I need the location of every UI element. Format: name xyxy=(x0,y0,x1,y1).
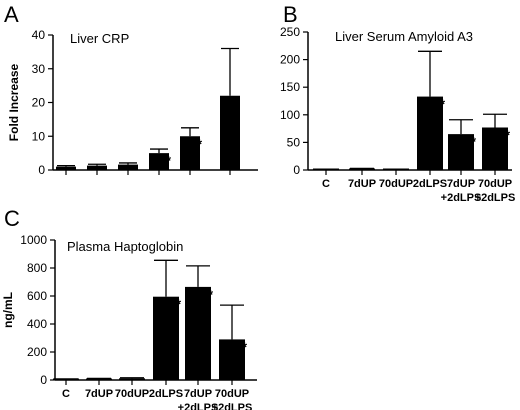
bar xyxy=(220,95,240,170)
x-tick-label-line: 2dLPS xyxy=(149,388,183,400)
bar xyxy=(56,166,76,170)
significance-star: * xyxy=(242,339,248,354)
x-tick-label-line: 7dUP xyxy=(85,388,113,400)
bar xyxy=(185,286,211,380)
x-tick-label: C xyxy=(322,178,330,190)
x-tick-label: 2dLPS xyxy=(149,388,183,400)
y-tick-label: 0 xyxy=(40,373,47,387)
x-tick-label: 7dUP +2dLPS xyxy=(441,178,482,204)
chart-title: Liver CRP xyxy=(70,31,129,46)
bar xyxy=(219,339,245,380)
x-tick-label-line: 70dUP xyxy=(379,178,413,190)
bar xyxy=(482,127,508,170)
y-tick-label: 150 xyxy=(280,80,300,94)
significance-star: * xyxy=(505,127,511,142)
significance-star: * xyxy=(166,153,172,168)
bar xyxy=(448,134,474,170)
x-tick-label-line: 70dUP xyxy=(478,178,512,190)
y-tick-label: 0 xyxy=(293,163,300,177)
x-tick-label: 70dUP xyxy=(379,178,413,190)
significance-star: * xyxy=(208,287,214,302)
x-tick-label: 70dUP xyxy=(115,388,149,400)
bar xyxy=(180,136,200,170)
y-tick-label: 600 xyxy=(27,289,47,303)
chart-title: Liver Serum Amyloid A3 xyxy=(335,29,473,44)
chart-panel-b: B Liver Serum Amyloid A3 0 50 100 150 200 250 C 7… xyxy=(280,2,515,204)
y-tick-label: 40 xyxy=(32,28,46,42)
y-tick-label: 0 xyxy=(38,163,45,177)
panel-letter: B xyxy=(283,2,298,27)
significance-star: * xyxy=(471,134,477,149)
y-tick-label: 250 xyxy=(280,25,300,39)
x-tick-label: 2dLPS xyxy=(413,178,447,190)
x-tick-label-line: C xyxy=(322,178,330,190)
bar xyxy=(153,296,179,380)
x-tick-label-line: 70dUP xyxy=(115,388,149,400)
panel-letter: A xyxy=(4,2,19,27)
y-tick-label: 10 xyxy=(32,129,46,143)
y-tick-label: 200 xyxy=(27,345,47,359)
x-tick-label-line: 7dUP xyxy=(348,178,376,190)
y-tick-label: 400 xyxy=(27,317,47,331)
bar xyxy=(417,96,443,170)
significance-star: * xyxy=(197,136,203,151)
y-axis-label: Fold Increase xyxy=(7,64,21,142)
x-tick-label: 7dUP +2dLPS xyxy=(178,388,219,410)
x-tick-label-line: +2dLPS xyxy=(178,402,219,410)
y-tick-label: 50 xyxy=(287,135,301,149)
x-tick-label-line: C xyxy=(62,388,70,400)
x-tick-label-line: 7dUP xyxy=(447,178,475,190)
bar xyxy=(119,378,145,380)
x-tick-label: 7dUP xyxy=(348,178,376,190)
x-tick-label-line: 7dUP xyxy=(184,388,212,400)
x-tick-label: 70dUP +2dLPS xyxy=(475,178,516,204)
y-tick-label: 1000 xyxy=(20,233,47,247)
chart-panel-c: C Plasma Haptoglobin 0 200 400 600 800 1000 ng/m… xyxy=(1,206,257,410)
y-tick-label: 20 xyxy=(32,96,46,110)
panel-letter: C xyxy=(4,206,20,231)
chart-title: Plasma Haptoglobin xyxy=(67,239,183,254)
significance-star: * xyxy=(176,297,182,312)
x-tick-label-line: +2dLPS xyxy=(212,402,253,410)
y-tick-label: 30 xyxy=(32,62,46,76)
significance-star: * xyxy=(440,97,446,112)
y-tick-label: 100 xyxy=(280,108,300,122)
x-tick-label-line: 70dUP xyxy=(215,388,249,400)
bar xyxy=(87,165,107,170)
bar xyxy=(149,153,169,170)
x-tick-label: 7dUP xyxy=(85,388,113,400)
x-tick-label-line: +2dLPS xyxy=(475,192,516,204)
x-tick-label: 70dUP +2dLPS xyxy=(212,388,253,410)
bar xyxy=(118,164,138,170)
x-tick-label-line: +2dLPS xyxy=(441,192,482,204)
x-tick-label-line: 2dLPS xyxy=(413,178,447,190)
y-tick-label: 200 xyxy=(280,53,300,67)
y-axis-label: ng/mL xyxy=(1,292,15,328)
x-tick-label: C xyxy=(62,388,70,400)
bar xyxy=(349,168,375,170)
chart-panel-a: A Liver CRP 0 10 20 30 40 Fold Increase * * xyxy=(4,2,258,177)
y-tick-label: 800 xyxy=(27,261,47,275)
bar xyxy=(86,378,112,380)
